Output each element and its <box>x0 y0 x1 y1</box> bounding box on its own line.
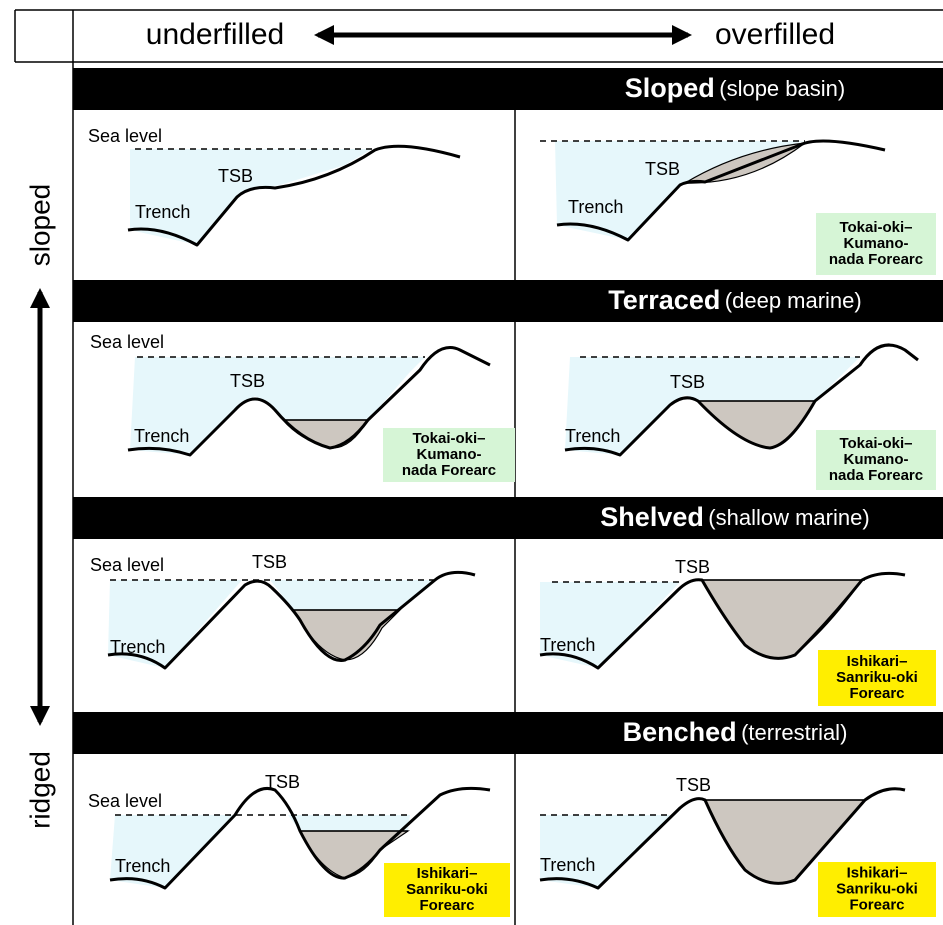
sediment <box>696 400 816 449</box>
tag-line: Kumano- <box>844 235 909 252</box>
tag-box <box>816 213 936 275</box>
seafloor <box>127 144 461 247</box>
title-main: Benched <box>623 717 737 747</box>
tag-line: Ishikari– <box>847 653 908 670</box>
tag-line: Sanriku-oki <box>406 881 488 898</box>
tag-box <box>384 863 510 917</box>
water <box>270 580 435 610</box>
trench-label: Trench <box>540 855 595 875</box>
tag-line: Forearc <box>849 896 904 913</box>
tag-box <box>818 862 936 917</box>
sea-level-label: Sea level <box>88 126 162 146</box>
trench-label: Trench <box>115 856 170 876</box>
seafloor <box>539 571 906 670</box>
tag-line: Kumano- <box>417 446 482 463</box>
tag-line: Ishikari– <box>847 864 908 881</box>
seafloor <box>109 786 491 890</box>
trench-label: Trench <box>134 426 189 446</box>
trench-label: Trench <box>110 637 165 657</box>
tag-box <box>383 428 515 482</box>
panel-header <box>73 497 943 539</box>
trench-label: Trench <box>565 426 620 446</box>
water <box>555 141 805 240</box>
panel-header <box>73 68 943 110</box>
water <box>540 582 680 668</box>
tsb-label: TSB <box>265 772 300 792</box>
tag-line: nada Forearc <box>829 467 923 484</box>
seafloor <box>564 343 919 457</box>
panel-header <box>73 712 943 754</box>
title-main: Sloped <box>625 73 715 103</box>
title-main: Terraced <box>608 285 720 315</box>
panel: Shelved (shallow marine) TSB Trench Ishikar… <box>539 502 936 706</box>
tag-line: Sanriku-oki <box>836 669 918 686</box>
water <box>565 357 860 455</box>
panel-title: Terraced (deep marine) <box>608 285 861 315</box>
water <box>130 357 425 455</box>
seafloor <box>127 346 491 457</box>
water <box>108 580 242 668</box>
tag-line: Kumano- <box>844 451 909 468</box>
sea-level-label: Sea level <box>90 555 164 575</box>
tag-line: Tokai-oki– <box>412 430 485 447</box>
seafloor <box>539 787 906 890</box>
water <box>288 815 410 831</box>
trench-label: Trench <box>568 197 623 217</box>
panel-header <box>73 280 943 322</box>
tag-line: Ishikari– <box>417 865 478 882</box>
sea-level-label: Sea level <box>88 791 162 811</box>
tsb-label: TSB <box>230 371 265 391</box>
tag-box <box>816 430 936 490</box>
tsb-label: TSB <box>252 552 287 572</box>
tsb-label: TSB <box>676 775 711 795</box>
water <box>110 815 235 888</box>
side-top: sloped <box>24 184 55 267</box>
trench-label: Trench <box>540 635 595 655</box>
tsb-label: TSB <box>675 557 710 577</box>
tag-line: Forearc <box>849 685 904 702</box>
tsb-label: TSB <box>218 166 253 186</box>
seafloor <box>107 570 476 670</box>
water <box>130 149 372 245</box>
panel: Terraced (deep marine) TSB Trench Tokai-oki… <box>564 285 936 490</box>
tag-line: nada Forearc <box>829 251 923 268</box>
header-left: underfilled <box>146 18 284 51</box>
title-sub: (slope basin) <box>719 76 845 101</box>
water <box>540 815 672 888</box>
panel-title: Sloped (slope basin) <box>625 73 845 103</box>
panel: Sloped (slope basin) TSB Trench Tokai-oki–K… <box>540 73 936 275</box>
tsb-label: TSB <box>645 159 680 179</box>
title-sub: (deep marine) <box>725 288 862 313</box>
seafloor <box>556 139 886 242</box>
header-right: overfilled <box>715 18 835 51</box>
tag-line: Tokai-oki– <box>839 435 912 452</box>
sea-level-label: Sea level <box>90 332 164 352</box>
panel-title: Shelved (shallow marine) <box>600 502 869 532</box>
title-sub: (terrestrial) <box>741 720 847 745</box>
trench-label: Trench <box>135 202 190 222</box>
tsb-label: TSB <box>670 372 705 392</box>
tag-line: Tokai-oki– <box>839 219 912 236</box>
side-bottom: ridged <box>24 751 55 829</box>
panel: Benched (terrestrial) TSB Trench Ishikari–S… <box>539 717 936 917</box>
title-main: Shelved <box>600 502 704 532</box>
title-sub: (shallow marine) <box>708 505 869 530</box>
tag-line: nada Forearc <box>402 462 496 479</box>
panel-title: Benched (terrestrial) <box>623 717 848 747</box>
tag-box <box>818 650 936 706</box>
tag-line: Sanriku-oki <box>836 880 918 897</box>
tag-line: Forearc <box>419 897 474 914</box>
